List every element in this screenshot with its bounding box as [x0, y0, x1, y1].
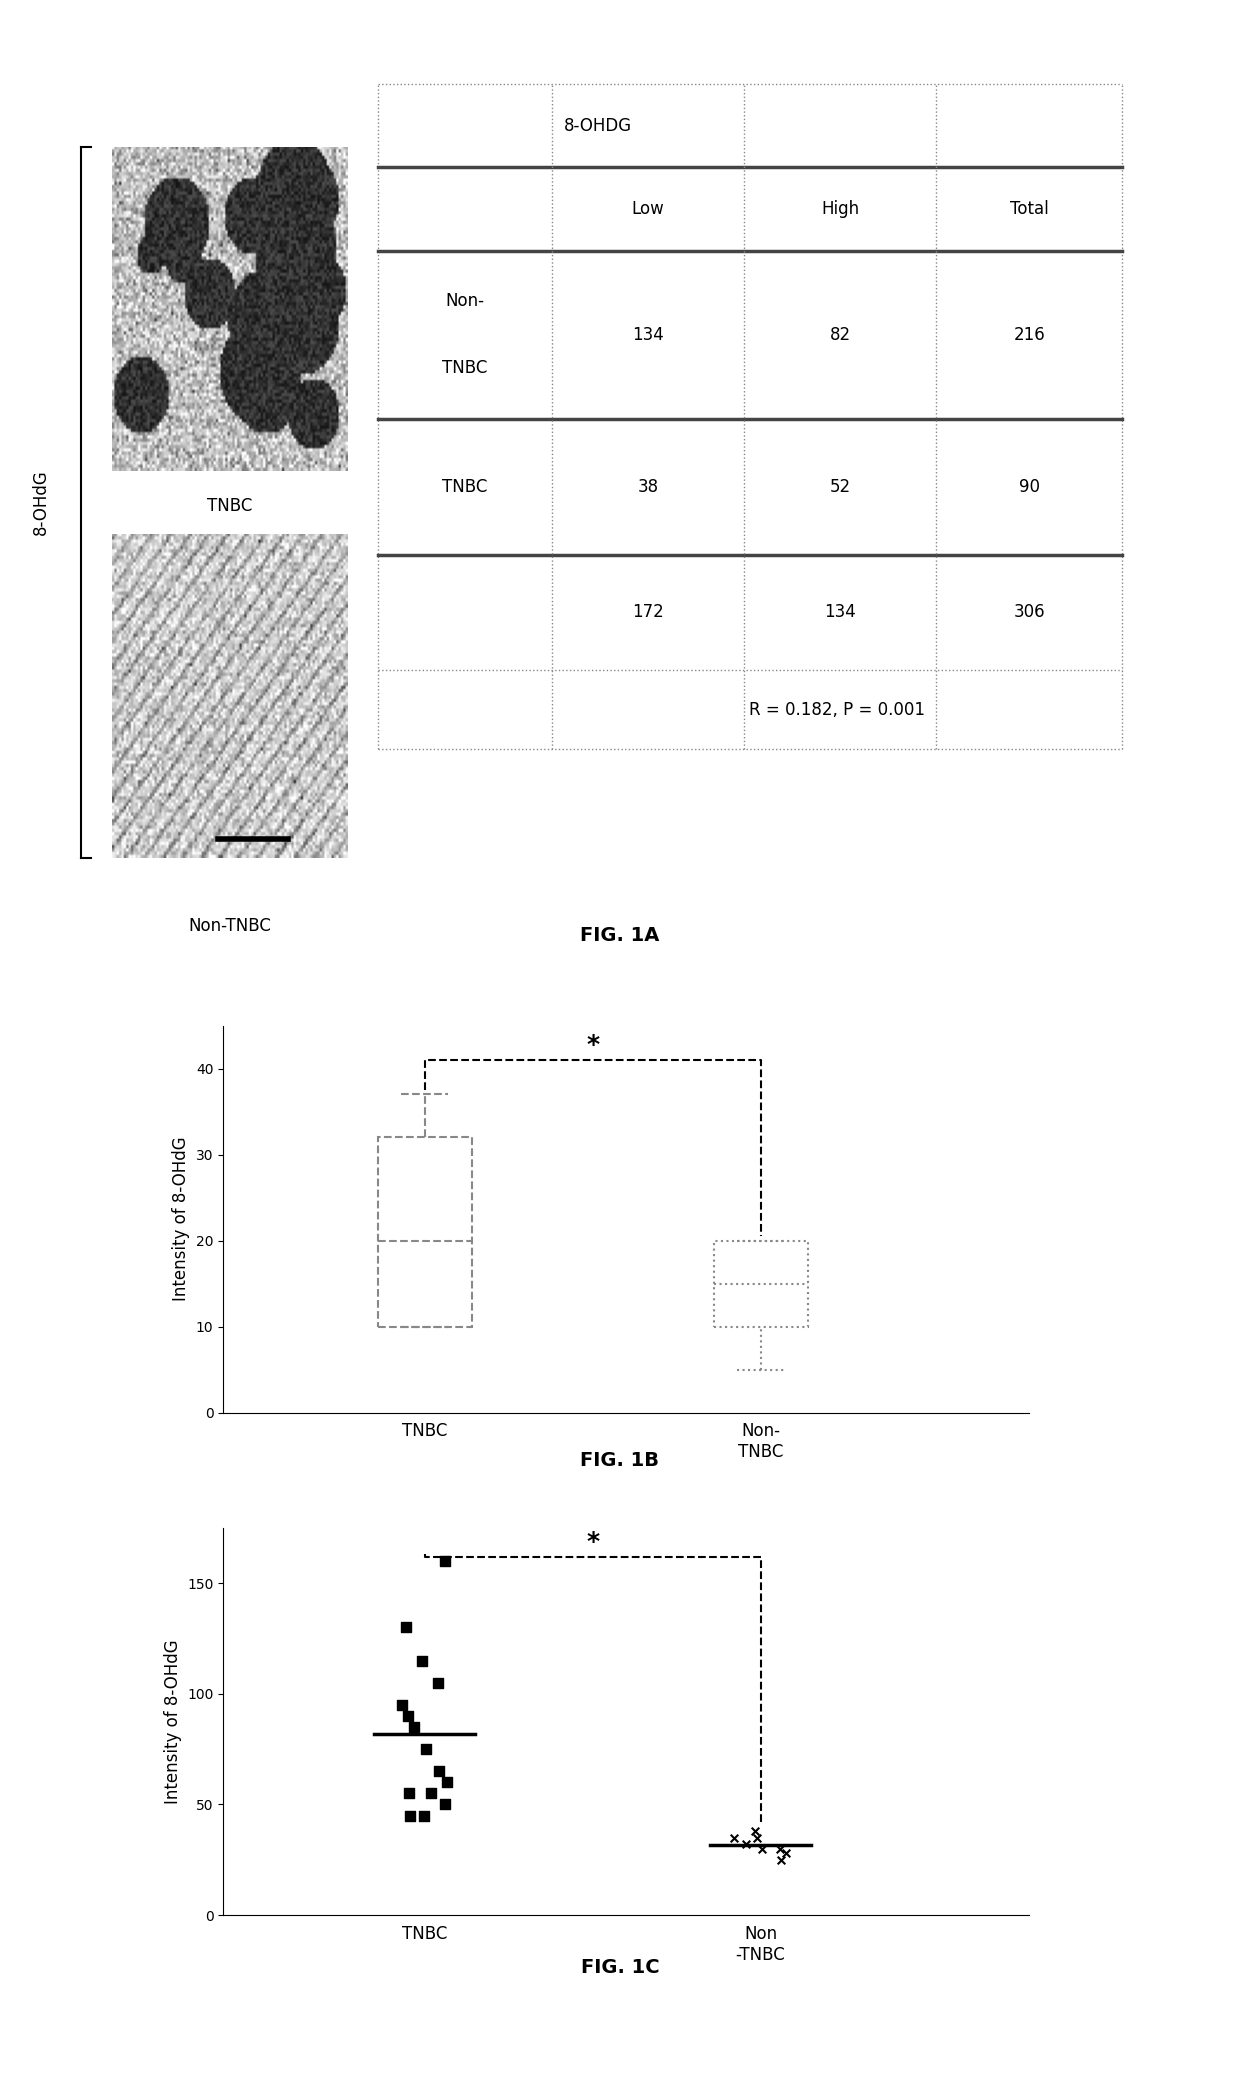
Text: *: * [587, 1034, 599, 1057]
Point [771, 1844, 791, 1877]
Point [745, 1815, 765, 1848]
Text: 8-OHDG: 8-OHDG [564, 117, 632, 134]
Text: *: * [587, 1530, 599, 1555]
Point [435, 1545, 455, 1578]
Bar [378, 1136, 471, 1327]
Text: 90: 90 [1019, 477, 1039, 496]
Text: TNBC: TNBC [443, 360, 487, 377]
Point [399, 1798, 419, 1831]
Text: 134: 134 [825, 603, 856, 622]
Text: TNBC: TNBC [443, 477, 487, 496]
Point [428, 1666, 448, 1700]
Y-axis label: Intensity of 8-OHdG: Intensity of 8-OHdG [164, 1639, 181, 1804]
Text: TNBC: TNBC [207, 496, 252, 515]
Point [737, 1827, 756, 1861]
Text: 52: 52 [830, 477, 851, 496]
Text: 216: 216 [1013, 327, 1045, 343]
Point [435, 1787, 455, 1821]
Bar [713, 1241, 807, 1327]
Text: FIG. 1C: FIG. 1C [580, 1957, 660, 1978]
Point [429, 1754, 449, 1787]
Text: 8-OHdG: 8-OHdG [32, 469, 50, 536]
Point [399, 1777, 419, 1810]
Point [412, 1643, 432, 1676]
Point [753, 1831, 773, 1865]
Point [397, 1612, 417, 1645]
Point [404, 1710, 424, 1743]
Text: 38: 38 [637, 477, 658, 496]
Point [770, 1831, 790, 1865]
Text: High: High [821, 201, 859, 218]
Text: Total: Total [1009, 201, 1049, 218]
Text: Non-: Non- [445, 293, 485, 310]
Text: FIG. 1A: FIG. 1A [580, 925, 660, 946]
Y-axis label: Intensity of 8-OHdG: Intensity of 8-OHdG [172, 1136, 190, 1302]
Point [415, 1733, 435, 1766]
Text: 82: 82 [830, 327, 851, 343]
Point [746, 1821, 766, 1854]
Text: Non-TNBC: Non-TNBC [188, 917, 270, 936]
Point [398, 1700, 418, 1733]
Point [776, 1836, 796, 1869]
Point [414, 1798, 434, 1831]
Point [392, 1689, 412, 1723]
Text: 172: 172 [632, 603, 663, 622]
Text: FIG. 1B: FIG. 1B [580, 1450, 660, 1471]
Point [420, 1777, 440, 1810]
Text: Low: Low [631, 201, 665, 218]
Text: R = 0.182, P = 0.001: R = 0.182, P = 0.001 [749, 701, 925, 718]
Text: 134: 134 [632, 327, 663, 343]
Point [724, 1821, 744, 1854]
Point [438, 1766, 458, 1800]
Text: 306: 306 [1013, 603, 1045, 622]
